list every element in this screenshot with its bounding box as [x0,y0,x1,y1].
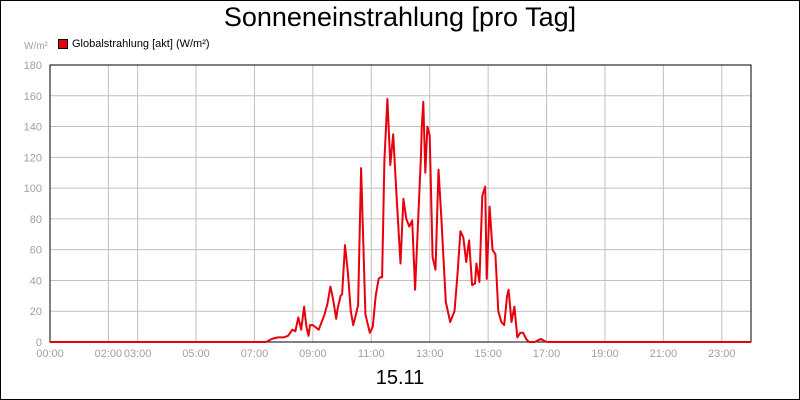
x-tick-label: 11:00 [358,348,385,360]
x-tick-label: 09:00 [299,348,327,360]
x-tick-label: 19:00 [591,348,619,360]
x-tick-label: 23:00 [708,348,736,360]
y-tick-label: 180 [24,60,42,72]
x-tick-label: 05:00 [182,348,210,360]
x-tick-label: 15:00 [474,348,502,360]
y-tick-label: 0 [36,337,42,349]
y-tick-label: 140 [24,122,42,134]
x-tick-label: 03:00 [124,348,152,360]
chart-title: Sonneneinstrahlung [pro Tag] [223,2,577,32]
y-tick-label: 120 [24,152,42,164]
y-tick-label: 60 [30,245,42,257]
x-tick-label: 13:00 [416,348,444,360]
y-tick-label: 20 [30,306,42,318]
y-tick-label: 40 [30,275,42,287]
x-tick-label: 21:00 [650,348,678,360]
x-tick-label: 00:00 [36,348,64,360]
date-label: 15.11 [375,367,425,389]
y-tick-label: 80 [30,214,42,226]
series-line [50,97,751,343]
y-tick-label: 160 [24,91,42,103]
x-tick-label: 02:00 [95,348,123,360]
x-tick-label: 07:00 [241,348,269,360]
legend-swatch [58,39,68,49]
y-tick-label: 100 [24,183,42,195]
x-tick-label: 17:00 [533,348,561,360]
plot-area [50,65,751,342]
plot-border [49,64,752,343]
legend-label: Globalstrahlung [akt] (W/m²) [72,38,210,50]
legend: Globalstrahlung [akt] (W/m²) [58,38,210,50]
y-axis-unit-label: W/m² [24,41,48,52]
